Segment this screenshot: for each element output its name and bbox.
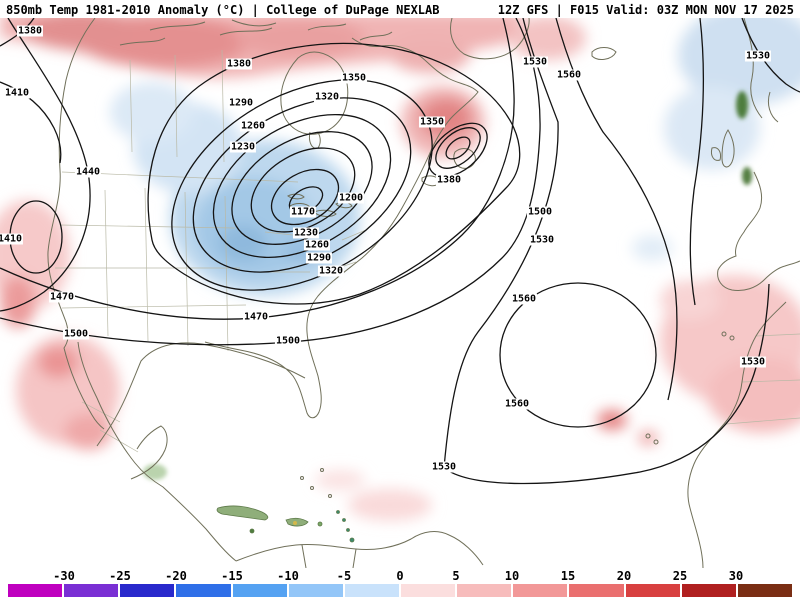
colorbar-segment	[513, 584, 568, 597]
tick-label: 15	[560, 569, 576, 583]
colorbar-ticks: -30 -25 -20 -15 -10 -5 0 5 10 15 20 25 30	[0, 569, 800, 583]
contour-lines	[0, 17, 800, 485]
colorbar-segment	[120, 584, 175, 597]
header-bar: 850mb Temp 1981-2010 Anomaly (°C) | Coll…	[0, 0, 800, 18]
colorbar-segment	[232, 584, 287, 597]
colorbar-segment	[64, 584, 119, 597]
tick-label: -5	[336, 569, 352, 583]
tick-label: 10	[504, 569, 520, 583]
state-borders	[55, 49, 800, 453]
colorbar-segment	[176, 584, 231, 597]
colorbar-segment	[737, 584, 792, 597]
tick-label: 20	[616, 569, 632, 583]
colorbar-segment	[8, 584, 63, 597]
tick-label: -20	[165, 569, 187, 583]
terrain-specks	[143, 91, 752, 480]
tick-label: 0	[396, 569, 404, 583]
caribbean-islands	[216, 505, 355, 543]
colorbar-segments	[8, 584, 792, 597]
coastlines	[47, 17, 800, 569]
tick-label: 30	[728, 569, 744, 583]
map-title: 850mb Temp 1981-2010 Anomaly (°C) | Coll…	[6, 3, 440, 17]
colorbar-segment	[457, 584, 512, 597]
tick-label: -30	[53, 569, 75, 583]
model-info: 12Z GFS | F015 Valid: 03Z MON NOV 17 202…	[497, 3, 794, 17]
colorbar-segment	[344, 584, 399, 597]
tick-label: -10	[277, 569, 299, 583]
colorbar: -30 -25 -20 -15 -10 -5 0 5 10 15 20 25 30	[0, 568, 800, 600]
tick-label: -25	[109, 569, 131, 583]
colorbar-segment	[400, 584, 456, 597]
colorbar-segment	[625, 584, 680, 597]
colorbar-segment	[681, 584, 736, 597]
colorbar-segment	[569, 584, 624, 597]
tick-label: -15	[221, 569, 243, 583]
colorbar-segment	[288, 584, 343, 597]
tick-label: 25	[672, 569, 688, 583]
tick-label: 5	[452, 569, 460, 583]
